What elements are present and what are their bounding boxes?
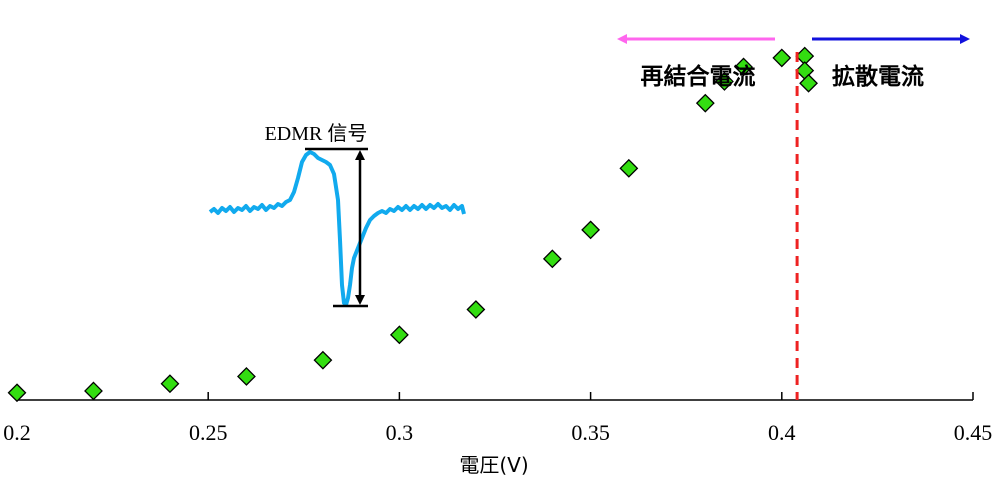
data-point xyxy=(772,48,792,68)
data-point xyxy=(581,220,601,240)
data-point xyxy=(160,374,180,394)
data-point xyxy=(715,72,734,91)
edmr-signal-label: EDMR 信号 xyxy=(265,122,368,145)
data-point xyxy=(466,300,486,319)
data-point xyxy=(734,57,753,77)
diffusion-current-label: 拡散電流 xyxy=(832,63,924,90)
data-point xyxy=(619,158,639,178)
data-points xyxy=(7,46,818,403)
x-axis-label: 電圧(V) xyxy=(459,453,528,477)
x-tick-label: 0.45 xyxy=(954,420,993,445)
recombination-current-label: 再結合電流 xyxy=(641,63,756,90)
x-tick-label: 0.4 xyxy=(768,420,796,445)
edmr-inset: EDMR 信号 xyxy=(208,122,466,308)
x-tick-label: 0.3 xyxy=(386,420,414,445)
edmr-signal-trace xyxy=(208,150,466,307)
data-point xyxy=(799,73,818,93)
x-tick-label: 0.35 xyxy=(571,420,610,445)
x-axis: 0.2 0.25 0.3 0.35 0.4 0.45 xyxy=(3,392,992,445)
data-point xyxy=(313,350,333,370)
data-point xyxy=(84,381,103,401)
x-tick-label: 0.2 xyxy=(3,420,31,445)
x-tick-label: 0.25 xyxy=(189,420,228,445)
data-point xyxy=(389,325,409,345)
data-point xyxy=(695,93,715,113)
data-point xyxy=(542,249,562,269)
data-point xyxy=(7,383,27,403)
data-point xyxy=(237,367,256,386)
